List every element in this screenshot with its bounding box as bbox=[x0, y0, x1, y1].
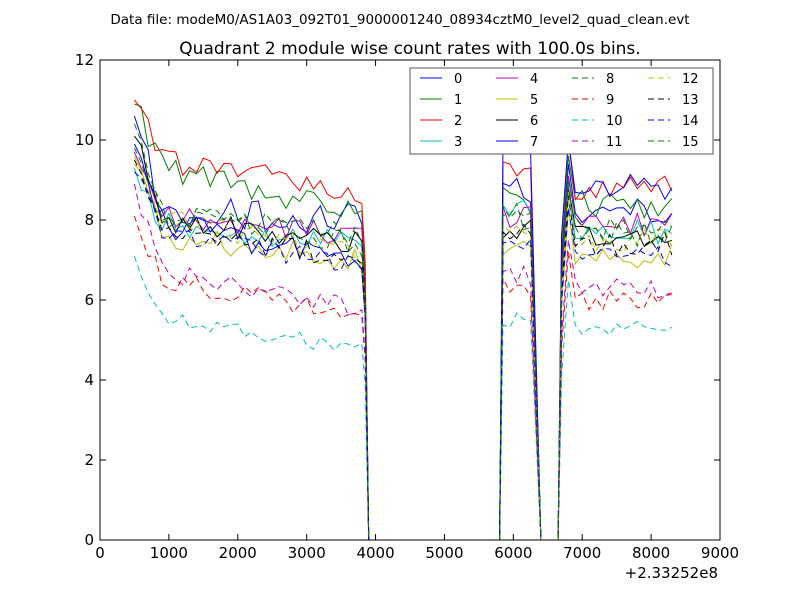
x-tick-label: 7000 bbox=[563, 544, 601, 562]
legend-label-5: 5 bbox=[530, 93, 538, 108]
x-tick-label: 1000 bbox=[150, 544, 188, 562]
x-tick-label: 2000 bbox=[219, 544, 257, 562]
legend-label-11: 11 bbox=[606, 135, 623, 150]
series-line-9 bbox=[133, 215, 672, 540]
chart-title: Quadrant 2 module wise count rates with … bbox=[179, 39, 640, 59]
legend-label-0: 0 bbox=[454, 72, 462, 87]
series-line-8 bbox=[133, 123, 673, 540]
x-tick-label: 6000 bbox=[494, 544, 532, 562]
series-line-1 bbox=[134, 103, 673, 540]
series-line-12 bbox=[134, 163, 673, 540]
legend-label-2: 2 bbox=[454, 114, 462, 129]
legend-label-10: 10 bbox=[606, 114, 623, 129]
series-layer bbox=[133, 99, 673, 540]
legend-label-7: 7 bbox=[530, 135, 538, 150]
series-line-6 bbox=[133, 135, 672, 540]
series-line-2 bbox=[134, 99, 673, 540]
series-line-13 bbox=[133, 159, 673, 540]
y-tick-label: 0 bbox=[84, 531, 94, 549]
x-tick-label: 4000 bbox=[356, 544, 394, 562]
legend-label-9: 9 bbox=[606, 93, 614, 108]
series-line-4 bbox=[133, 151, 673, 540]
series-line-10 bbox=[133, 255, 672, 540]
x-tick-label: 0 bbox=[95, 544, 105, 562]
y-tick-label: 10 bbox=[75, 131, 94, 149]
series-line-5 bbox=[133, 155, 673, 540]
x-tick-label: 8000 bbox=[632, 544, 670, 562]
y-tick-label: 12 bbox=[75, 51, 94, 69]
legend-box bbox=[409, 67, 714, 155]
series-line-0 bbox=[133, 115, 673, 540]
ticks-layer: 0 1000 2000 3000 4000 5000 6000 7000 8000 9000 0 2 4… bbox=[75, 51, 739, 562]
x-tick-label: 9000 bbox=[701, 544, 739, 562]
series-line-15 bbox=[133, 147, 673, 540]
legend-label-8: 8 bbox=[606, 72, 614, 87]
legend-label-4: 4 bbox=[530, 72, 538, 87]
data-file-header: Data file: modeM0/AS1A03_092T01_90000012… bbox=[110, 12, 689, 28]
y-tick-label: 4 bbox=[84, 371, 94, 389]
y-tick-label: 2 bbox=[84, 451, 94, 469]
legend-label-1: 1 bbox=[454, 93, 462, 108]
y-tick-label: 8 bbox=[84, 211, 94, 229]
legend-label-13: 13 bbox=[682, 93, 699, 108]
x-offset-label: +2.33252e8 bbox=[625, 564, 718, 582]
y-tick-label: 6 bbox=[84, 291, 94, 309]
x-tick-label: 3000 bbox=[288, 544, 326, 562]
legend-label-14: 14 bbox=[682, 114, 699, 129]
series-line-11 bbox=[133, 183, 672, 540]
legend-label-15: 15 bbox=[682, 135, 699, 150]
legend-label-6: 6 bbox=[530, 114, 538, 129]
legend-label-12: 12 bbox=[682, 72, 699, 87]
x-tick-label: 5000 bbox=[425, 544, 463, 562]
legend-label-3: 3 bbox=[454, 135, 462, 150]
